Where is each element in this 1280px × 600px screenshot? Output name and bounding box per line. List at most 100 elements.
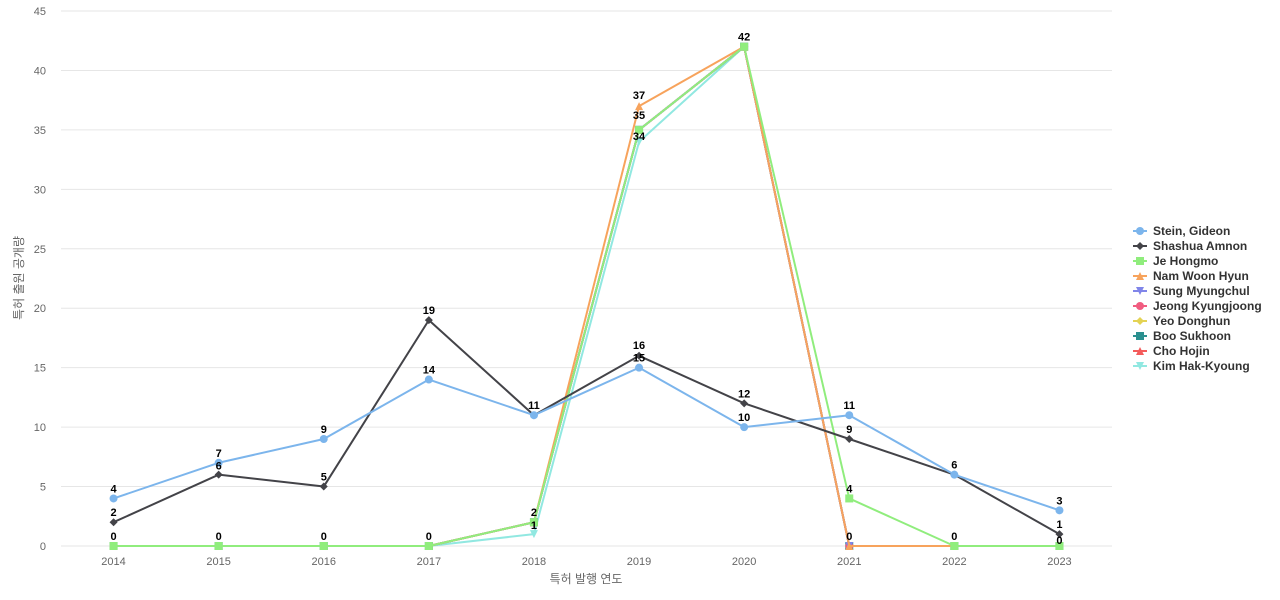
data-point	[319, 435, 328, 443]
legend-marker	[1136, 362, 1144, 370]
legend-item[interactable]: Je Hongmo	[1133, 254, 1218, 268]
series-sung-myungchul	[109, 42, 1064, 550]
data-point	[845, 494, 854, 503]
y-tick-label: 35	[34, 125, 46, 137]
series-line	[113, 45, 1060, 547]
x-tick-label: 2022	[942, 556, 966, 568]
data-point	[740, 42, 749, 51]
data-label: 1	[1056, 519, 1062, 531]
y-axis-ticks: 0 5 10 15 20 25 30 35 40 45	[34, 6, 46, 553]
series-line	[113, 366, 1060, 512]
series-line	[113, 45, 1060, 547]
data-label: 1	[531, 520, 537, 532]
data-label: 35	[633, 110, 645, 122]
data-label: 6	[216, 461, 222, 473]
data-label: 3	[1056, 495, 1062, 507]
y-tick-label: 5	[40, 482, 46, 494]
data-point	[1055, 530, 1064, 539]
legend-item[interactable]: Stein, Gideon	[1133, 224, 1230, 238]
data-label: 2	[110, 507, 116, 519]
data-point	[319, 542, 328, 550]
data-label: 0	[846, 531, 852, 543]
data-label: 14	[423, 365, 436, 377]
data-point	[214, 542, 223, 550]
x-tick-label: 2016	[312, 556, 336, 568]
legend-label: Stein, Gideon	[1153, 224, 1230, 238]
data-point	[950, 470, 959, 479]
data-point	[109, 494, 118, 503]
data-label: 10	[738, 412, 750, 424]
data-point	[845, 542, 854, 550]
legend-label: Je Hongmo	[1153, 254, 1218, 268]
data-label: 4	[110, 483, 117, 495]
data-label: 9	[321, 424, 327, 436]
legend-marker	[1136, 227, 1144, 235]
data-point	[109, 542, 118, 550]
data-label: 15	[633, 353, 645, 365]
y-tick-label: 30	[34, 184, 46, 196]
legend-item[interactable]: Boo Sukhoon	[1133, 329, 1231, 343]
legend-item[interactable]: Shashua Amnon	[1133, 239, 1247, 253]
legend-item[interactable]: Kim Hak-Kyoung	[1133, 359, 1250, 373]
legend-label: Yeo Donghun	[1153, 314, 1230, 328]
data-label: 0	[426, 531, 432, 543]
x-tick-label: 2021	[837, 556, 861, 568]
x-axis-title: 특허 발행 연도	[550, 571, 623, 586]
series-line	[113, 45, 1060, 547]
data-label: 7	[216, 448, 222, 460]
data-point	[1055, 542, 1064, 550]
series-stein-gideon	[109, 363, 1064, 515]
legend-label: Cho Hojin	[1153, 344, 1210, 358]
y-axis-title: 특허 출원 공개량	[12, 236, 26, 320]
data-point	[845, 435, 854, 443]
data-label: 0	[1056, 535, 1062, 547]
data-point	[1055, 506, 1064, 515]
legend-item[interactable]: Cho Hojin	[1133, 344, 1210, 358]
y-tick-label: 15	[34, 363, 46, 375]
x-tick-label: 2019	[627, 556, 651, 568]
data-point	[529, 411, 538, 420]
data-label: 34	[633, 131, 646, 143]
data-point	[635, 125, 644, 134]
data-point	[424, 375, 433, 384]
series-yeo-donghun	[109, 42, 1064, 550]
data-point	[529, 518, 538, 527]
legend-label: Sung Myungchul	[1153, 284, 1250, 298]
y-tick-label: 25	[34, 244, 46, 256]
series-je-hongmo	[109, 42, 1064, 550]
data-label: 0	[110, 531, 116, 543]
data-point	[424, 542, 433, 550]
y-tick-label: 10	[34, 422, 46, 434]
data-point	[740, 399, 749, 408]
legend-item[interactable]: Nam Woon Hyun	[1133, 269, 1249, 283]
legend-label: Kim Hak-Kyoung	[1153, 359, 1250, 373]
data-point	[635, 351, 644, 360]
x-tick-label: 2020	[732, 556, 756, 568]
legend-marker	[1136, 332, 1144, 340]
data-label: 12	[738, 388, 750, 400]
series-group	[109, 42, 1064, 550]
data-label: 11	[843, 400, 855, 412]
legend-item[interactable]: Jeong Kyungjoong	[1133, 299, 1262, 313]
data-point	[214, 458, 223, 467]
legend-item[interactable]: Sung Myungchul	[1133, 284, 1250, 298]
data-label: 11	[528, 400, 540, 412]
series-cho-hojin	[109, 42, 1064, 550]
data-label: 6	[951, 460, 957, 472]
legend-marker	[1136, 257, 1144, 265]
data-point	[950, 542, 959, 550]
data-label: 5	[321, 472, 327, 484]
data-point	[635, 102, 644, 111]
data-point	[214, 470, 223, 479]
series-line	[113, 319, 1060, 535]
x-tick-label: 2018	[522, 556, 546, 568]
y-tick-label: 0	[40, 541, 46, 553]
legend-item[interactable]: Yeo Donghun	[1133, 314, 1230, 328]
legend-label: Boo Sukhoon	[1153, 329, 1231, 343]
data-point	[845, 411, 854, 420]
series-boo-sukhoon	[109, 42, 1064, 550]
legend-label: Nam Woon Hyun	[1153, 269, 1249, 283]
legend-marker	[1136, 317, 1144, 325]
